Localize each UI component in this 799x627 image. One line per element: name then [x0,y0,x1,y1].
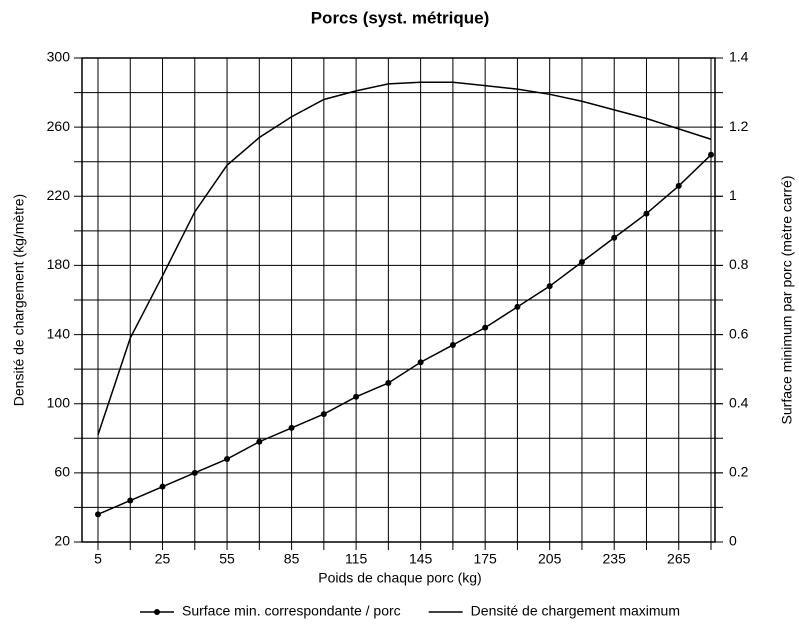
legend-label: Surface min. correspondante / porc [182,603,401,619]
data-point [191,469,198,476]
y2-tick-label: 0.2 [729,464,749,480]
x-tick-label: 235 [603,551,627,567]
y-tick-label: 140 [47,325,71,341]
x-axis-label: Poids de chaque porc (kg) [318,570,481,586]
data-point [385,379,392,386]
x-tick-label: 205 [538,551,562,567]
y-axis-label: Densité de chargement (kg/mètre) [11,194,27,406]
y2-tick-label: 0 [729,533,737,549]
x-tick-label: 55 [219,551,235,567]
data-point [127,497,134,504]
data-point [159,483,166,490]
y-tick-label: 180 [47,256,71,272]
y2-tick-label: 0.8 [729,256,749,272]
data-point [256,438,263,445]
y-tick-label: 100 [47,394,71,410]
y2-tick-label: 1.2 [729,118,749,134]
x-tick-label: 115 [345,551,368,567]
x-tick-label: 25 [155,551,171,567]
y-tick-label: 20 [54,533,70,549]
x-tick-label: 265 [667,551,691,567]
legend-marker [154,609,160,615]
data-point [417,359,424,366]
data-point [353,393,360,400]
y2-tick-label: 1 [729,187,737,203]
data-point [708,151,714,158]
series-line [97,154,712,516]
data-point [288,424,295,431]
data-point [449,341,456,348]
data-point [320,411,327,418]
data-point [643,210,650,217]
y-tick-label: 300 [47,49,71,65]
data-point [578,258,585,265]
data-point [611,234,618,241]
y-tick-label: 60 [54,464,70,480]
y2-tick-label: 1.4 [729,49,749,65]
y2-tick-label: 0.4 [729,394,749,410]
y2-axis-label: Surface minimum par porc (mètre carré) [779,176,795,425]
x-tick-label: 5 [94,551,102,567]
data-point [514,303,521,310]
data-point [546,283,553,290]
data-point [482,324,489,331]
x-tick-label: 85 [284,551,300,567]
data-point [95,511,101,518]
y-tick-label: 260 [47,118,71,134]
x-tick-label: 175 [473,551,497,567]
y-tick-label: 220 [47,187,71,203]
chart-title: Porcs (syst. métrique) [311,8,490,27]
y2-tick-label: 0.6 [729,325,749,341]
x-tick-label: 145 [409,551,433,567]
series-line [97,81,712,436]
data-point [224,456,231,463]
data-point [675,182,682,189]
legend-label: Densité de chargement maximum [471,603,680,619]
